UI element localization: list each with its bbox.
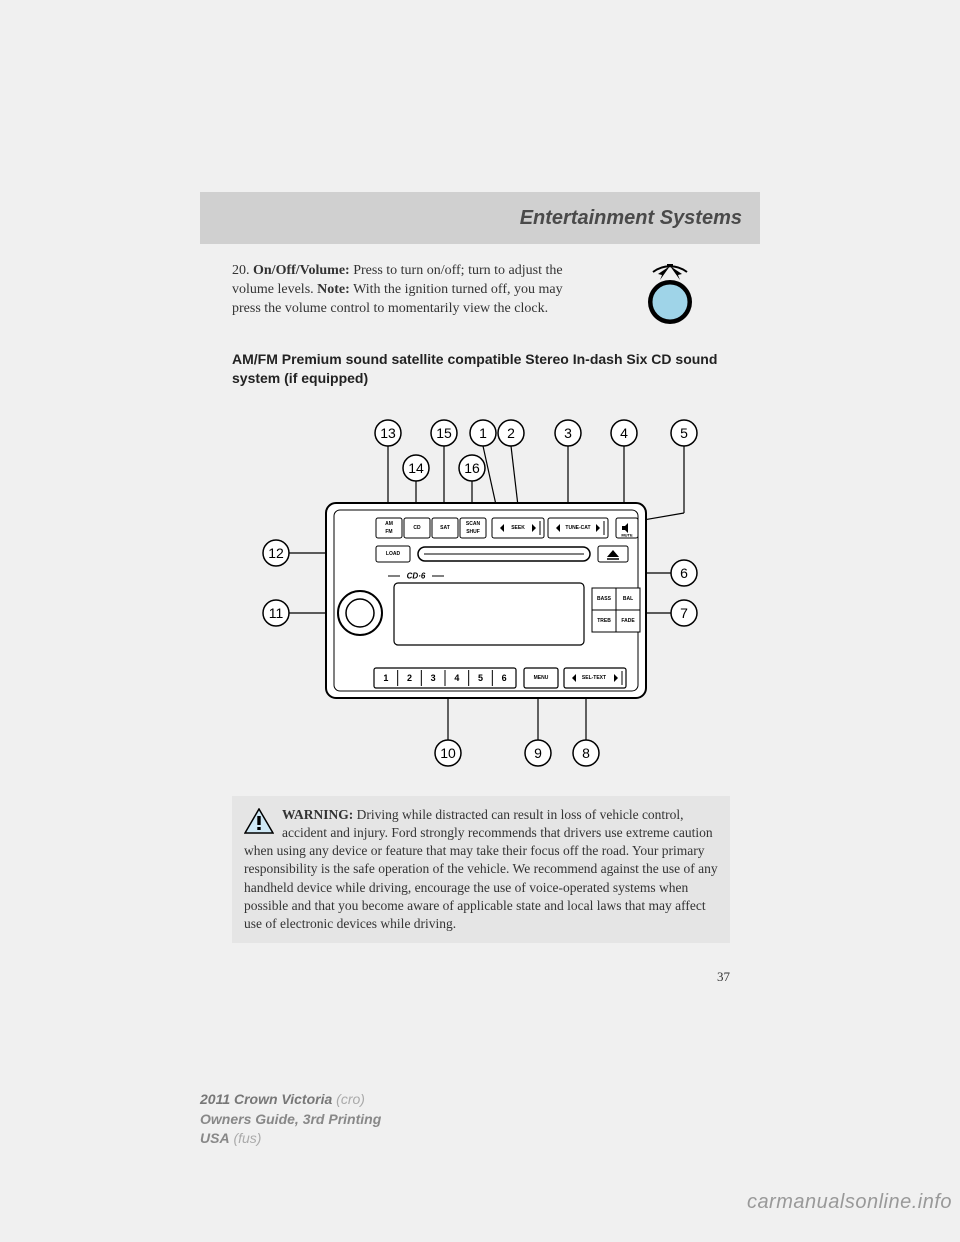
cd6-label: CD·6	[407, 571, 426, 580]
callout-label-7: 7	[680, 605, 688, 621]
footer-vehicle: 2011 Crown Victoria	[200, 1091, 332, 1107]
callout-label-3: 3	[564, 425, 572, 441]
callout-label-12: 12	[268, 545, 284, 561]
callout-label-1: 1	[479, 425, 487, 441]
svg-text:1: 1	[383, 673, 388, 683]
svg-text:2: 2	[407, 673, 412, 683]
svg-text:BASS: BASS	[597, 596, 612, 602]
svg-text:AM: AM	[385, 521, 393, 527]
radio-diagram-svg: AM FM CD SAT SCAN SHUF SEEK TUNE-CAT MUTE LOAD C…	[256, 398, 706, 778]
svg-text:4: 4	[454, 673, 459, 683]
item-20-text: 20. On/Off/Volume: Press to turn on/off;…	[232, 262, 590, 319]
seltext-label: SEL-TEXT	[582, 675, 606, 681]
note-label: Note:	[317, 282, 350, 297]
svg-text:SCAN: SCAN	[466, 521, 481, 527]
svg-text:TUNE-CAT: TUNE-CAT	[565, 525, 590, 531]
svg-text:FM: FM	[385, 529, 392, 535]
callout-label-4: 4	[620, 425, 628, 441]
callout-label-6: 6	[680, 565, 688, 581]
svg-text:TREB: TREB	[597, 618, 611, 624]
svg-text:CD: CD	[413, 525, 421, 531]
item-title: On/Off/Volume:	[253, 263, 350, 278]
callout-label-11: 11	[269, 605, 284, 621]
svg-text:5: 5	[478, 673, 483, 683]
menu-label: MENU	[534, 675, 549, 681]
svg-text:FADE: FADE	[621, 618, 635, 624]
volume-knob-icon	[610, 262, 730, 332]
warning-icon	[244, 808, 274, 839]
page-body: 20. On/Off/Volume: Press to turn on/off;…	[232, 262, 730, 985]
footer: 2011 Crown Victoria (cro) Owners Guide, …	[200, 1090, 381, 1149]
item-20-row: 20. On/Off/Volume: Press to turn on/off;…	[232, 262, 730, 332]
svg-text:6: 6	[502, 673, 507, 683]
svg-text:SHUF: SHUF	[466, 529, 480, 535]
callout-label-9: 9	[534, 745, 542, 761]
watermark: carmanualsonline.info	[747, 1191, 952, 1214]
footer-vehicle-code: (cro)	[332, 1091, 365, 1107]
svg-text:3: 3	[431, 673, 436, 683]
warning-box: WARNING: Driving while distracted can re…	[232, 796, 730, 944]
svg-text:MUTE: MUTE	[621, 532, 633, 537]
footer-guide: Owners Guide, 3rd Printing	[200, 1110, 381, 1130]
footer-region-code: (fus)	[230, 1130, 262, 1146]
footer-region: USA	[200, 1130, 230, 1146]
load-label: LOAD	[386, 551, 401, 557]
item-number: 20.	[232, 263, 250, 278]
callout-label-5: 5	[680, 425, 688, 441]
callout-label-10: 10	[440, 745, 456, 761]
callout-label-2: 2	[507, 425, 515, 441]
section-header-tab: Entertainment Systems	[200, 192, 760, 244]
callout-label-8: 8	[582, 745, 590, 761]
svg-text:BAL: BAL	[623, 596, 633, 602]
radio-diagram: AM FM CD SAT SCAN SHUF SEEK TUNE-CAT MUTE LOAD C…	[232, 398, 730, 778]
subsection-heading: AM/FM Premium sound satellite compatible…	[232, 350, 730, 388]
svg-text:SEEK: SEEK	[511, 525, 525, 531]
callout-label-16: 16	[464, 460, 480, 476]
svg-text:SAT: SAT	[440, 525, 450, 531]
section-title: Entertainment Systems	[520, 207, 742, 230]
page-number: 37	[232, 969, 730, 985]
warning-label: WARNING:	[282, 807, 353, 822]
callout-label-14: 14	[408, 460, 424, 476]
callout-label-15: 15	[436, 425, 452, 441]
callout-label-13: 13	[380, 425, 396, 441]
warning-text: Driving while distracted can result in l…	[244, 807, 718, 931]
